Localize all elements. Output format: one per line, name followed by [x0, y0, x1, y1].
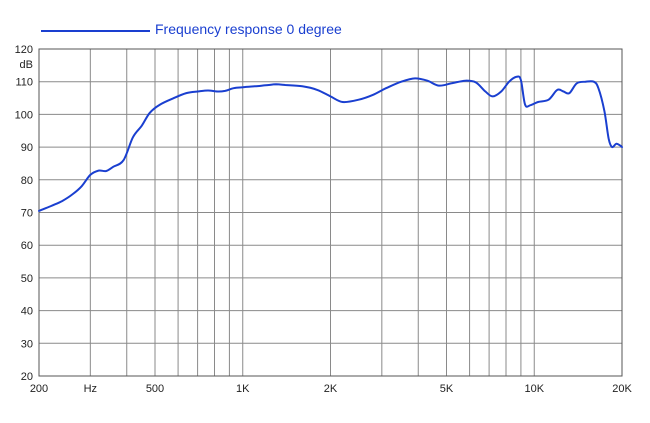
x-tick-label: 1K [236, 383, 250, 395]
y-unit-label: dB [20, 59, 33, 71]
series-line-frequency-response [38, 75, 623, 212]
y-tick-label: 100 [15, 109, 33, 121]
y-tick-label: 30 [21, 338, 33, 350]
legend: Frequency response 0 degree [41, 21, 342, 37]
x-tick-label: 5K [440, 383, 454, 395]
y-tick-label: 40 [21, 306, 33, 318]
grid [39, 48, 622, 377]
x-tick-label: Hz [84, 383, 97, 395]
y-tick-label: 120 [15, 44, 33, 56]
y-tick-label: 80 [21, 175, 33, 187]
y-tick-label: 90 [21, 142, 33, 154]
y-tick-label: 110 [15, 77, 33, 89]
x-tick-label: 200 [30, 383, 48, 395]
y-tick-label: 20 [21, 371, 33, 383]
x-tick-label: 500 [146, 383, 164, 395]
y-tick-label: 50 [21, 273, 33, 285]
x-tick-label: 2K [324, 383, 338, 395]
plot-frame [38, 48, 623, 377]
x-tick-label: 10K [524, 383, 544, 395]
series-layer [38, 75, 623, 212]
x-tick-label: 20K [612, 383, 632, 395]
x-axis-ticks: 200 Hz 500 1K 2K 5K 10K 20K [30, 383, 633, 395]
legend-label: Frequency response 0 degree [155, 21, 342, 37]
y-axis-ticks: 20 30 40 50 60 70 80 90 100 110 120 [15, 44, 33, 383]
y-tick-label: 70 [21, 208, 33, 220]
y-tick-label: 60 [21, 240, 33, 252]
